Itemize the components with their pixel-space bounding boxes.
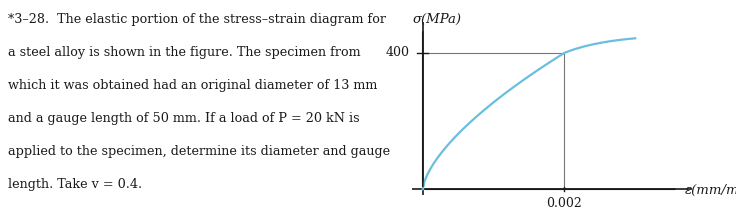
Text: which it was obtained had an original diameter of 13 mm: which it was obtained had an original di… (7, 79, 377, 92)
Text: length. Take v = 0.4.: length. Take v = 0.4. (7, 178, 142, 191)
Text: *3–28.  The elastic portion of the stress–strain diagram for: *3–28. The elastic portion of the stress… (7, 13, 386, 26)
Text: and a gauge length of 50 mm. If a load of P = 20 kN is: and a gauge length of 50 mm. If a load o… (7, 112, 359, 125)
Text: 0.002: 0.002 (547, 197, 582, 210)
Text: σ(MPa): σ(MPa) (412, 13, 461, 26)
Text: ε(mm/mm): ε(mm/mm) (684, 184, 736, 197)
Text: a steel alloy is shown in the figure. The specimen from: a steel alloy is shown in the figure. Th… (7, 46, 361, 59)
Text: 400: 400 (386, 46, 410, 59)
Text: applied to the specimen, determine its diameter and gauge: applied to the specimen, determine its d… (7, 145, 390, 158)
